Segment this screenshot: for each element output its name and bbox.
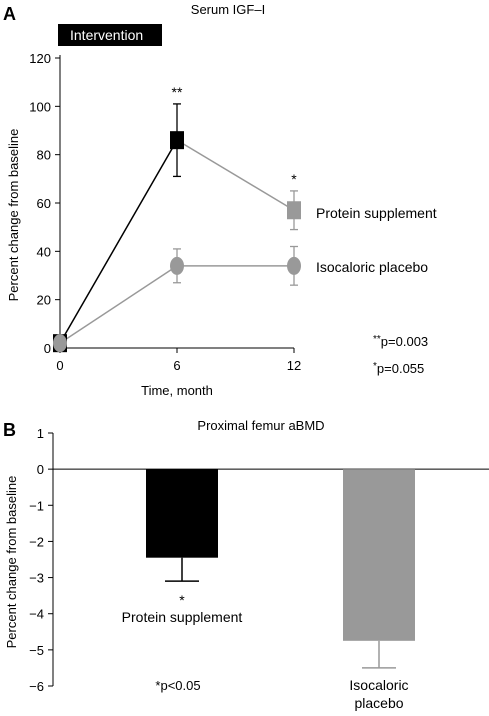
bar (146, 469, 218, 558)
significance-star: ** (172, 84, 183, 100)
panel-b-y-tick-label: 0 (37, 462, 44, 477)
panel-b-y-tick-label: −1 (29, 498, 44, 513)
panel-b-y-tick-label: −5 (29, 643, 44, 658)
panel-b-note: *p<0.05 (155, 678, 200, 693)
panel-a-y-tick-label: 100 (29, 99, 51, 114)
panel-b-label: B (3, 420, 16, 440)
protein-line (59, 139, 178, 344)
panel-a-x-tick-label: 6 (173, 358, 180, 373)
panel-a-title: Serum IGF–I (191, 2, 265, 17)
panel-a-y-tick-label: 40 (37, 244, 51, 259)
placebo-point (53, 334, 67, 353)
placebo-line (59, 265, 178, 344)
panel-a-label: A (3, 4, 16, 24)
protein-point (287, 201, 301, 220)
panel-a-y-tick-label: 120 (29, 51, 51, 66)
bar (343, 469, 415, 641)
panel-b-y-tick-label: −4 (29, 607, 44, 622)
panel-b-y-tick-label: −3 (29, 571, 44, 586)
p-value-note: **p=0.003 (373, 334, 428, 349)
panel-b-y-tick-label: −6 (29, 679, 44, 694)
protein-line (176, 139, 295, 211)
panel-a-x-tick-label: 12 (287, 358, 301, 373)
panel-b-y-axis-label: Percent change from baseline (4, 476, 19, 649)
panel-a-x-axis-label: Time, month (141, 383, 213, 398)
panel-a-y-axis-label: Percent change from baseline (6, 129, 21, 302)
panel-a-y-tick-label: 0 (44, 341, 51, 356)
protein-point (170, 131, 184, 150)
bar-category-label: placebo (354, 695, 403, 711)
placebo-point (287, 256, 301, 275)
panel-a-y-tick-label: 80 (37, 148, 51, 163)
bar-category-label: Isocaloric (349, 677, 408, 693)
panel-a-y-tick-label: 20 (37, 293, 51, 308)
panel-b-y-tick-label: −2 (29, 534, 44, 549)
p-value-note: *p=0.055 (373, 361, 424, 376)
panel-a-x-tick-label: 0 (56, 358, 63, 373)
bar-significance-star: * (179, 592, 185, 608)
panel-a-y-tick-label: 60 (37, 196, 51, 211)
intervention-banner (58, 24, 162, 46)
placebo-series-label: Isocaloric placebo (316, 259, 428, 275)
intervention-banner-label: Intervention (70, 27, 143, 43)
protein-series-label: Protein supplement (316, 205, 437, 221)
bar-category-label: Protein supplement (122, 609, 243, 625)
placebo-point (170, 256, 184, 275)
panel-b-title: Proximal femur aBMD (197, 418, 324, 433)
significance-star: * (291, 171, 297, 187)
panel-b-y-tick-label: 1 (37, 426, 44, 441)
